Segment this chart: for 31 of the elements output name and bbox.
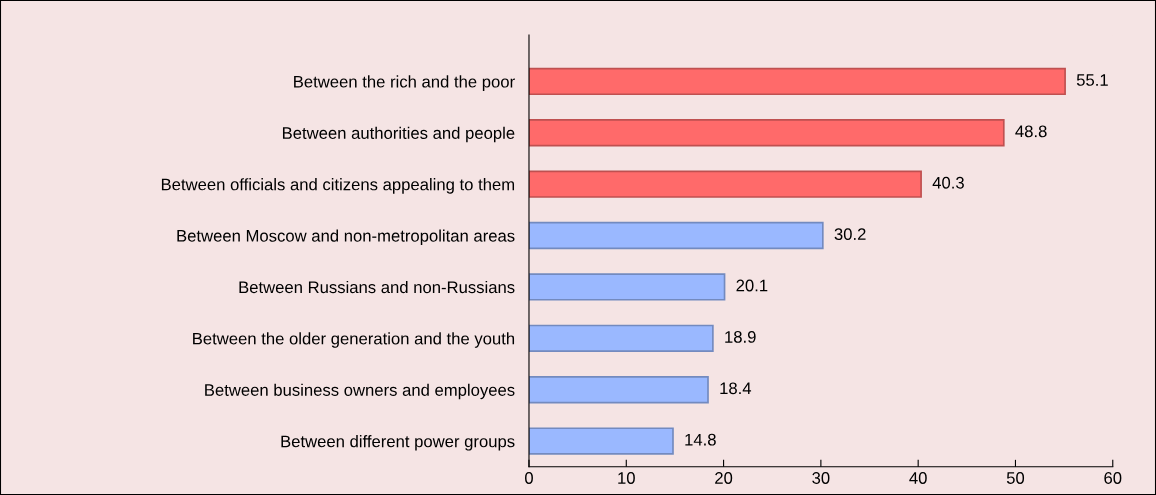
data-label: 14.8 bbox=[685, 433, 716, 446]
x-tick-label: 60 bbox=[1104, 472, 1122, 484]
x-tick-label: 40 bbox=[909, 472, 927, 484]
y-tick-label: Between Russians and non-Russians bbox=[239, 280, 515, 294]
data-label: 40.3 bbox=[932, 176, 964, 189]
x-tick-label: 10 bbox=[618, 472, 635, 484]
x-tick-label: 30 bbox=[812, 472, 830, 484]
x-tick-label: 50 bbox=[1006, 472, 1025, 484]
bar bbox=[528, 67, 1066, 96]
bar bbox=[528, 119, 1005, 147]
y-tick-label: Between Moscow and non-metropolitan areas bbox=[177, 229, 515, 246]
bar bbox=[528, 427, 674, 455]
data-label: 18.9 bbox=[725, 330, 756, 343]
data-label: 30.2 bbox=[834, 228, 866, 241]
data-label: 20.1 bbox=[736, 279, 768, 292]
y-tick-label: Between the rich and the poor bbox=[294, 75, 515, 91]
bar bbox=[528, 376, 709, 404]
y-tick-label: Between the older generation and the youth bbox=[193, 332, 515, 348]
bar bbox=[528, 273, 726, 301]
data-label: 55.1 bbox=[1076, 74, 1108, 86]
bar bbox=[528, 324, 714, 353]
x-tick-label: 20 bbox=[715, 472, 733, 484]
y-tick-label: Between different power groups bbox=[281, 435, 515, 451]
x-tick-label: 0 bbox=[525, 472, 533, 484]
data-label: 18.4 bbox=[720, 382, 752, 395]
bar bbox=[528, 170, 922, 198]
data-label: 48.8 bbox=[1015, 125, 1047, 138]
bar bbox=[528, 221, 824, 250]
y-tick-label: Between officials and citizens appealing to them bbox=[161, 178, 515, 194]
y-tick-label: Between business owners and employees bbox=[205, 383, 515, 400]
y-tick-label: Between authorities and people bbox=[282, 126, 515, 143]
